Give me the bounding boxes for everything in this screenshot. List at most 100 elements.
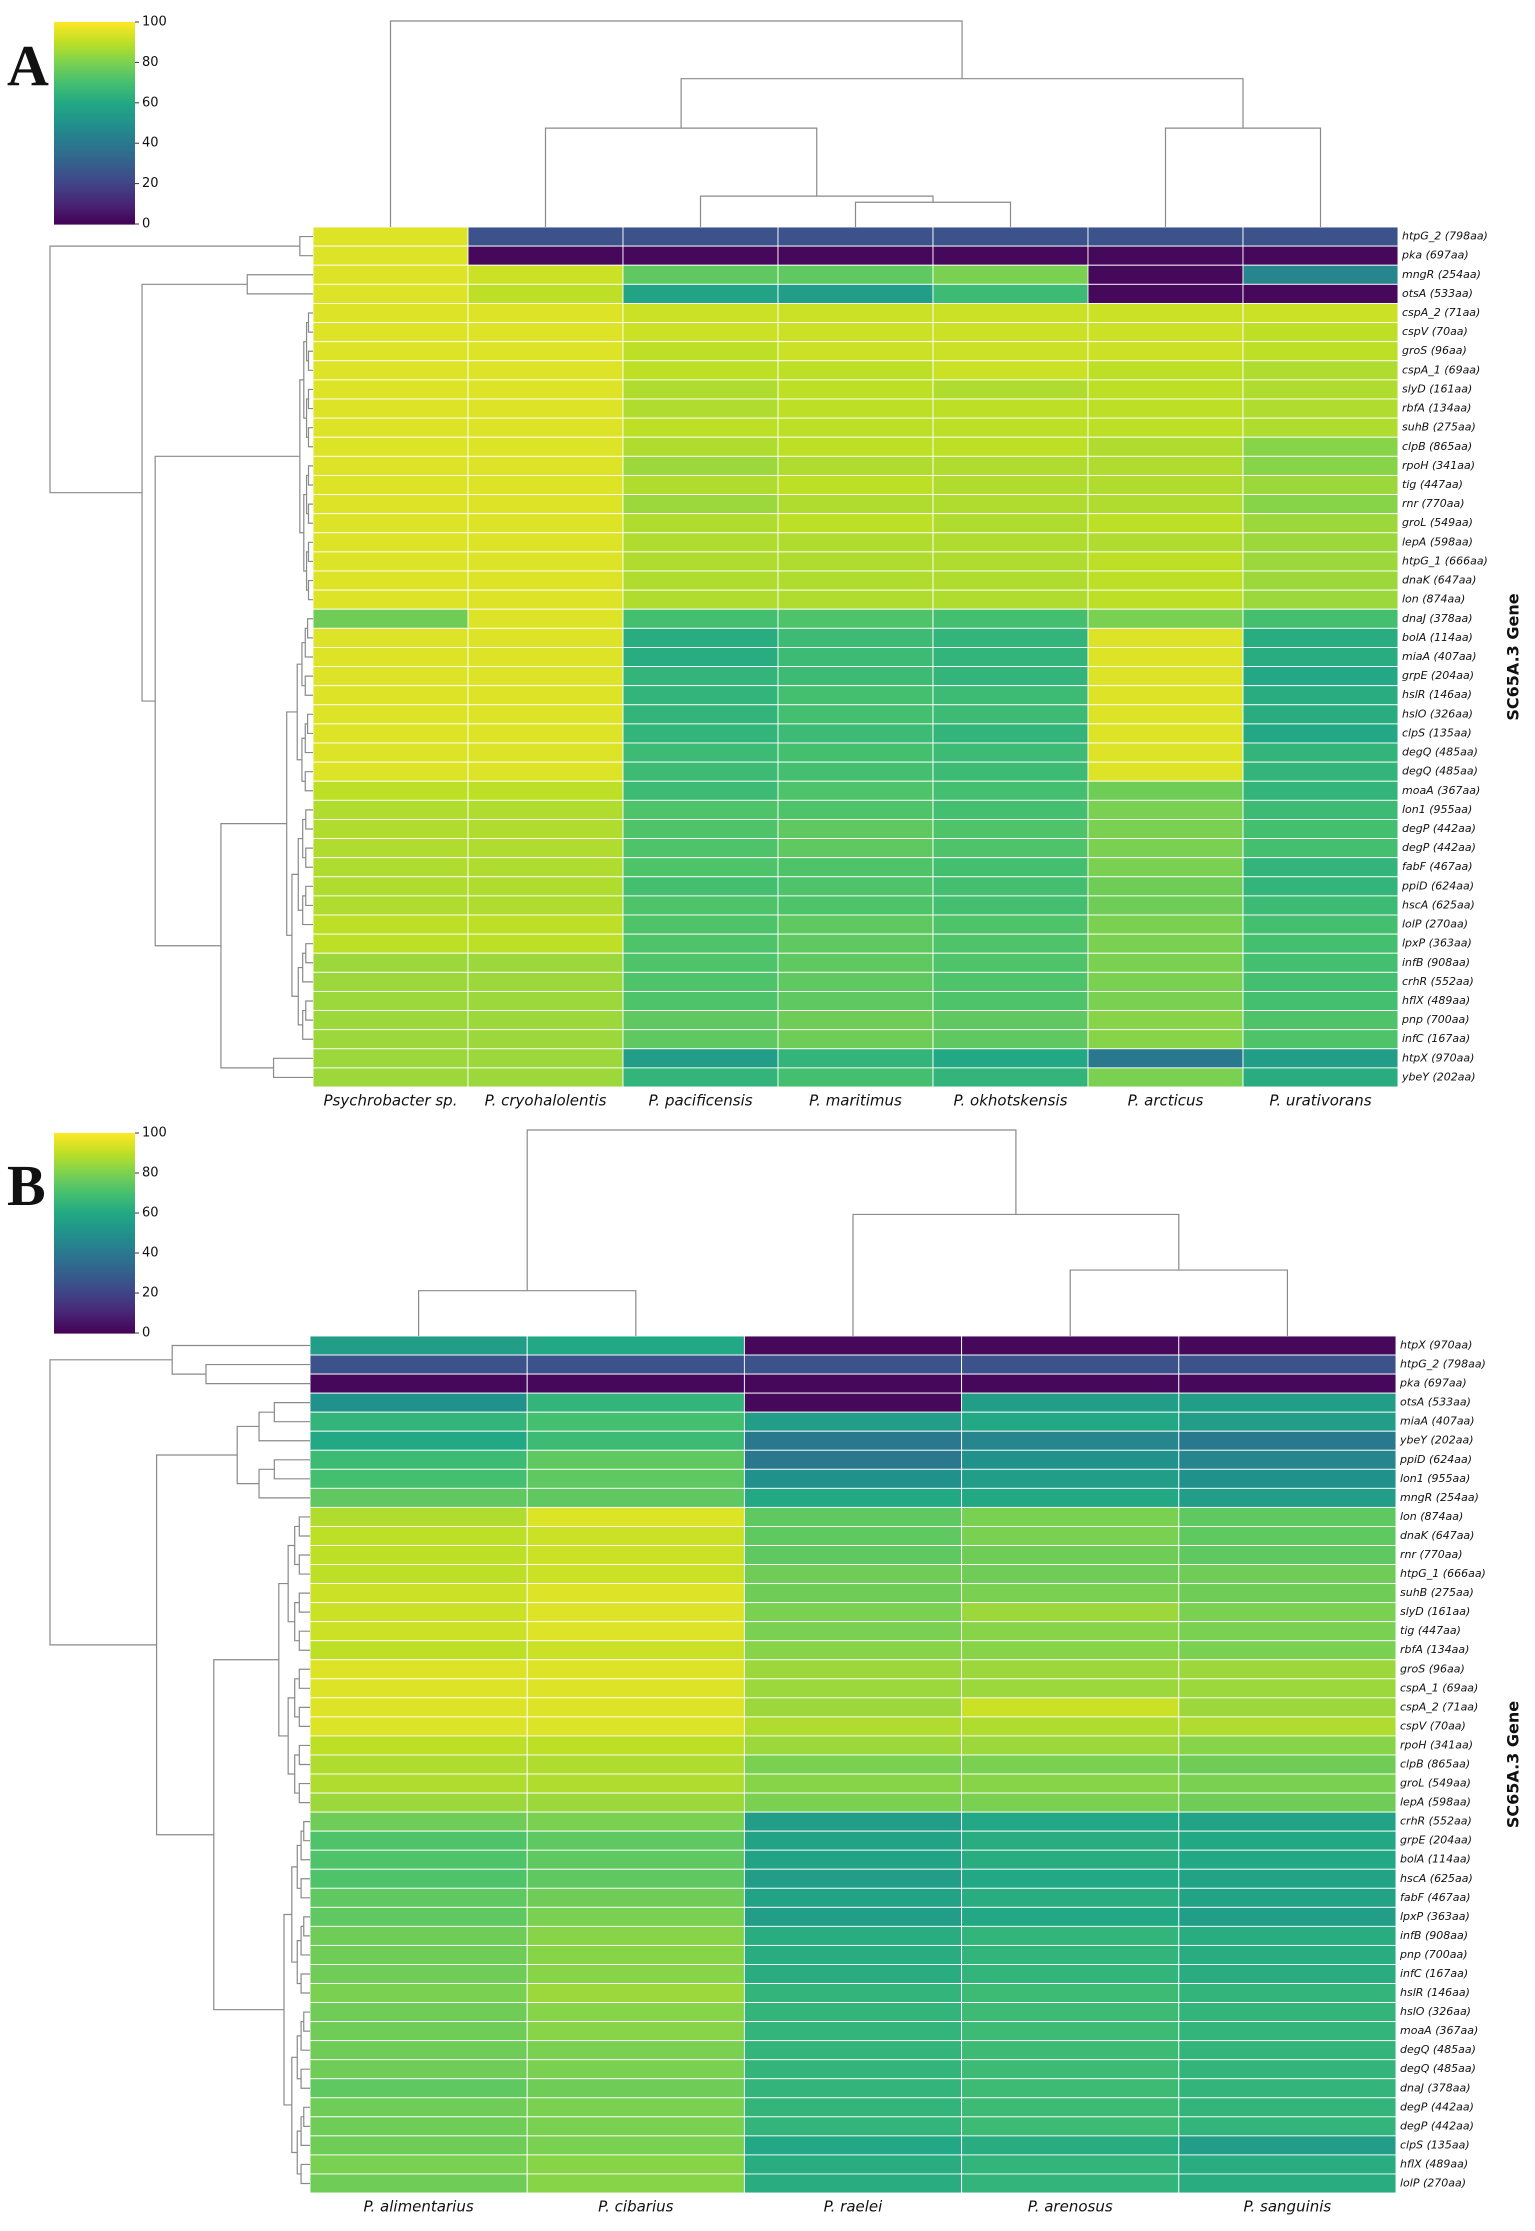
- heatmap-cell: [1087, 283, 1244, 304]
- row-label: cspA_1 (69aa): [1400, 1681, 1478, 1694]
- column-label: P. urativorans: [1269, 1092, 1371, 1110]
- heatmap-cell: [932, 952, 1089, 973]
- colorbar-swatch: [54, 199, 135, 203]
- row-dendrogram: [306, 618, 313, 639]
- colorbar-swatch: [54, 28, 135, 31]
- heatmap-cell: [1087, 436, 1244, 457]
- heatmap-cell: [777, 952, 934, 973]
- heatmap-cell: [961, 1373, 1180, 1394]
- heatmap-cell: [777, 551, 934, 572]
- column-dendrogram: [526, 1129, 1017, 1291]
- heatmap-cell: [932, 723, 1089, 744]
- heatmap-cell: [777, 1048, 934, 1069]
- colorbar-swatch: [54, 82, 135, 86]
- colorbar-swatch: [54, 145, 135, 148]
- heatmap-cell: [1087, 704, 1244, 725]
- heatmap-cell: [622, 322, 779, 343]
- row-label: ybeY (202aa): [1401, 1070, 1476, 1083]
- heatmap-cell: [961, 2021, 1180, 2042]
- heatmap-cell: [1242, 398, 1399, 419]
- heatmap-cell: [961, 1545, 1180, 1565]
- heatmap-cell: [467, 570, 624, 591]
- heatmap-cell: [1242, 799, 1399, 820]
- heatmap-cell: [312, 436, 469, 457]
- colorbar-swatch: [54, 1249, 135, 1252]
- row-label: lepA (598aa): [1400, 1796, 1471, 1809]
- heatmap-cell: [743, 1678, 963, 1699]
- heatmap-cell: [526, 2021, 745, 2042]
- colorbar-swatch: [54, 139, 135, 142]
- heatmap-cell: [1178, 1906, 1397, 1927]
- heatmap-cell: [1087, 1067, 1244, 1088]
- row-dendrogram: [296, 663, 302, 761]
- heatmap-cell: [932, 302, 1089, 324]
- heatmap-cell: [622, 971, 779, 992]
- heatmap-cell: [467, 532, 624, 553]
- heatmap-cell: [1242, 780, 1399, 801]
- heatmap-cell: [1242, 742, 1399, 763]
- heatmap-cell: [622, 780, 779, 801]
- heatmap-cell: [312, 1029, 469, 1050]
- heatmap-cell: [526, 1545, 745, 1565]
- heatmap-cell: [1178, 1849, 1397, 1870]
- heatmap-cell: [309, 1640, 528, 1661]
- heatmap-cell: [309, 1411, 528, 1432]
- panel-label: A: [7, 33, 49, 98]
- heatmap-cell: [961, 1525, 1180, 1546]
- colorbar-swatch: [54, 110, 135, 114]
- colorbar-swatch: [54, 1165, 135, 1168]
- heatmap-cell: [961, 1621, 1180, 1642]
- colorbar-swatch: [54, 183, 135, 187]
- heatmap-cell: [961, 1849, 1180, 1870]
- column-dendrogram: [1164, 127, 1322, 227]
- heatmap-cell: [309, 1830, 528, 1851]
- row-label: cspA_1 (69aa): [1402, 363, 1480, 376]
- heatmap-cell: [526, 1697, 745, 1718]
- heatmap-cell: [312, 933, 469, 954]
- colorbar-swatch: [54, 36, 135, 39]
- heatmap-cell: [961, 1697, 1180, 1718]
- heatmap-cell: [1087, 838, 1244, 859]
- colorbar-swatch: [54, 143, 135, 146]
- heatmap-cell: [467, 283, 624, 304]
- heatmap-cell: [1242, 818, 1399, 840]
- heatmap-cell: [1087, 417, 1244, 438]
- heatmap-cell: [526, 1678, 745, 1699]
- heatmap-cell: [1242, 1029, 1399, 1050]
- row-dendrogram: [307, 427, 313, 448]
- heatmap-cell: [309, 2078, 528, 2099]
- colorbar-swatch: [54, 1137, 135, 1140]
- heatmap-cell: [932, 513, 1089, 534]
- heatmap-cell: [743, 1792, 963, 1813]
- row-dendrogram: [298, 1630, 310, 1651]
- heatmap-cell: [777, 570, 934, 591]
- heatmap-cell: [467, 933, 624, 954]
- heatmap-cell: [467, 302, 624, 324]
- colorbar-swatch: [54, 1207, 135, 1210]
- row-dendrogram: [236, 1425, 260, 1485]
- colorbar-swatch: [54, 149, 135, 152]
- heatmap-cell: [777, 513, 934, 534]
- row-label: grpE (204aa): [1400, 1834, 1472, 1847]
- colorbar-swatch: [54, 1195, 135, 1198]
- heatmap-cell: [467, 1029, 624, 1050]
- colorbar-swatch: [54, 1193, 135, 1196]
- heatmap-cell: [743, 2002, 963, 2023]
- heatmap-cell: [961, 2002, 1180, 2023]
- colorbar-swatch: [54, 171, 135, 175]
- colorbar-swatch: [54, 1293, 135, 1296]
- heatmap-cell: [309, 1487, 528, 1508]
- heatmap-cell: [743, 1564, 963, 1585]
- heatmap-cell: [1242, 1067, 1399, 1088]
- heatmap-cell: [309, 2002, 528, 2023]
- heatmap-cell: [1242, 283, 1399, 304]
- row-label: lon1 (955aa): [1402, 803, 1472, 816]
- heatmap-cell: [467, 551, 624, 572]
- colorbar-swatch: [54, 177, 135, 181]
- heatmap-cell: [932, 1067, 1089, 1088]
- colorbar-swatch: [54, 1323, 135, 1326]
- colorbar-swatch: [54, 1177, 135, 1180]
- colorbar-swatch: [54, 1281, 135, 1284]
- heatmap-cell: [622, 513, 779, 534]
- colorbar-swatch: [54, 106, 135, 110]
